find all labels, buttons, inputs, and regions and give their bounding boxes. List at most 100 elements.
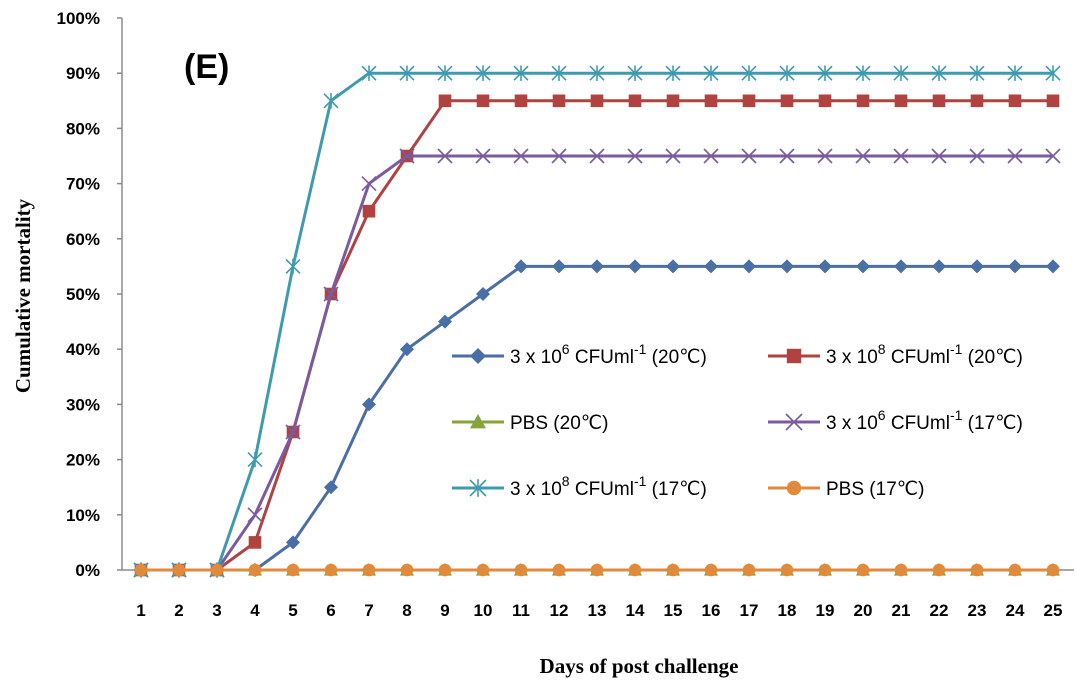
x-tick-label: 16	[702, 601, 721, 620]
legend-item: PBS (17℃)	[768, 479, 924, 500]
data-point	[438, 314, 452, 329]
data-point	[704, 259, 718, 274]
y-tick-label: 40%	[66, 340, 100, 359]
data-point	[399, 148, 415, 164]
data-point	[742, 94, 756, 108]
data-point	[437, 148, 453, 164]
y-tick-label: 30%	[66, 395, 100, 414]
x-tick-label: 10	[474, 601, 493, 620]
data-point	[703, 148, 719, 164]
data-point	[172, 563, 186, 577]
data-point	[514, 94, 528, 108]
data-point	[400, 563, 414, 577]
data-point	[856, 259, 870, 274]
x-tick-label: 21	[892, 601, 911, 620]
data-point	[894, 94, 908, 108]
data-point	[323, 93, 339, 109]
legend-marker	[470, 414, 486, 429]
data-point	[627, 65, 643, 81]
data-point	[856, 563, 870, 577]
data-point	[1045, 148, 1061, 164]
data-point	[362, 563, 376, 577]
x-tick-label: 19	[816, 601, 835, 620]
x-tick-label: 23	[968, 601, 987, 620]
y-tick-label: 0%	[75, 561, 100, 580]
data-point	[666, 563, 680, 577]
data-point	[361, 65, 377, 81]
legend-marker	[786, 348, 802, 364]
data-point	[666, 259, 680, 274]
y-tick-label: 90%	[66, 64, 100, 83]
data-point	[780, 563, 794, 577]
data-point	[210, 563, 224, 577]
data-point	[247, 451, 263, 468]
x-tick-label: 3	[212, 601, 221, 620]
data-point	[932, 563, 946, 577]
y-tick-label: 20%	[66, 451, 100, 470]
data-point	[248, 536, 262, 549]
data-point	[551, 65, 567, 81]
y-axis-ticks: 0% 10% 20% 30% 40% 50% 60% 70% 80% 90% 100%	[57, 9, 122, 580]
data-point	[400, 342, 414, 357]
x-tick-label: 22	[930, 601, 949, 620]
panel-label: (E)	[184, 48, 229, 86]
legend-item: 3 x 106 CFUml-1 (17℃)	[768, 407, 1023, 434]
data-point	[514, 259, 528, 274]
data-point	[779, 148, 795, 164]
data-point	[893, 148, 909, 164]
data-point	[856, 94, 870, 108]
data-point	[970, 259, 984, 274]
data-point	[665, 148, 681, 164]
series-5	[133, 65, 1061, 578]
x-tick-label: 13	[588, 601, 607, 620]
data-point	[1008, 94, 1022, 108]
data-point	[247, 507, 263, 523]
series-1	[134, 259, 1060, 577]
data-point	[894, 259, 908, 274]
data-point	[704, 563, 718, 577]
x-tick-label: 9	[440, 601, 449, 620]
data-point	[703, 65, 719, 81]
data-point	[741, 65, 757, 81]
legend-label: 3 x 106 CFUml-1 (20℃)	[510, 341, 707, 368]
x-tick-label: 20	[854, 601, 873, 620]
x-tick-label: 12	[550, 601, 569, 620]
data-point	[932, 94, 946, 108]
legend-marker	[469, 479, 487, 497]
data-point	[285, 258, 301, 275]
data-point	[438, 94, 452, 108]
data-point	[323, 286, 339, 302]
data-point	[818, 259, 832, 274]
data-point	[665, 65, 681, 81]
y-tick-label: 80%	[66, 119, 100, 138]
data-point	[286, 535, 300, 550]
data-point	[741, 148, 757, 164]
data-point	[1046, 259, 1060, 274]
legend-marker	[785, 413, 803, 431]
data-point	[893, 65, 909, 81]
x-tick-label: 11	[512, 601, 530, 620]
y-axis-title: Cumulative mortality	[11, 198, 35, 393]
x-tick-label: 14	[626, 601, 645, 620]
legend-marker	[470, 348, 486, 364]
x-axis-ticks: 1 2 3 4 5 6 7 8 9 10 11 12 13 14 15 16 17 18 19 20 21 22 23 24 2…	[136, 601, 1062, 620]
x-tick-label: 2	[174, 601, 183, 620]
data-point	[894, 563, 908, 577]
data-point	[1046, 94, 1060, 108]
x-tick-label: 5	[288, 601, 297, 620]
data-point	[286, 563, 300, 577]
data-point	[1008, 563, 1022, 577]
data-point	[704, 94, 718, 108]
data-point	[399, 65, 415, 81]
data-point	[324, 563, 338, 577]
data-point	[514, 563, 528, 577]
data-point	[969, 65, 985, 81]
x-tick-label: 8	[402, 601, 411, 620]
data-point	[817, 65, 833, 81]
data-point	[970, 563, 984, 577]
data-point	[552, 259, 566, 274]
data-point	[552, 563, 566, 577]
data-point	[931, 65, 947, 81]
